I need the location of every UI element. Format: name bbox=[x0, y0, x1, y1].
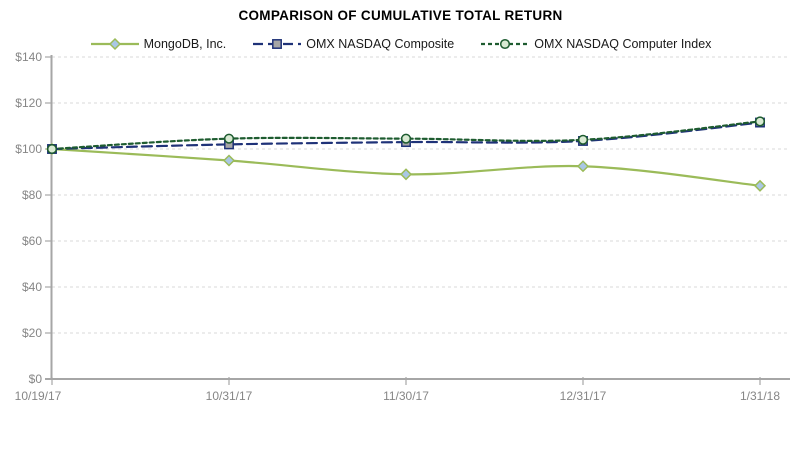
x-tick-label: 10/19/17 bbox=[15, 389, 62, 403]
data-point-marker-mongodb-inc bbox=[753, 179, 767, 192]
chart-title: COMPARISON OF CUMULATIVE TOTAL RETURN bbox=[238, 8, 563, 23]
x-tick-label: 11/30/17 bbox=[383, 389, 429, 403]
data-point-marker-mongodb-inc bbox=[576, 160, 590, 173]
y-tick-label: $100 bbox=[15, 142, 42, 156]
legend-line-sample-nasdaq-composite bbox=[253, 39, 302, 49]
y-tick-label: $40 bbox=[22, 280, 42, 294]
data-point-marker-omx-nasdaq-computer-index bbox=[577, 134, 589, 145]
data-point-marker-mongodb-inc bbox=[222, 154, 236, 167]
legend-item-mongodb: MongoDB, Inc. bbox=[90, 37, 227, 51]
x-tick-label: 10/31/17 bbox=[206, 389, 253, 403]
data-point-marker-omx-nasdaq-computer-index bbox=[46, 143, 58, 155]
y-tick-label: $0 bbox=[29, 372, 43, 386]
data-point-marker-omx-nasdaq-computer-index bbox=[754, 116, 766, 127]
y-tick-label: $140 bbox=[15, 50, 42, 64]
data-point-marker-omx-nasdaq-computer-index bbox=[223, 133, 235, 144]
data-point-marker-omx-nasdaq-composite bbox=[272, 39, 283, 49]
legend-line-sample-mongodb bbox=[90, 37, 139, 51]
data-point-marker-mongodb-inc bbox=[399, 168, 413, 181]
legend-item-nasdaq-computer-index: OMX NASDAQ Computer Index bbox=[480, 37, 711, 51]
chart-legend: MongoDB, Inc. OMX NASDAQ Composite OMX N… bbox=[0, 37, 801, 51]
y-tick-label: $80 bbox=[22, 188, 42, 202]
legend-item-nasdaq-composite: OMX NASDAQ Composite bbox=[252, 37, 454, 51]
data-point-marker-omx-nasdaq-computer-index bbox=[400, 133, 412, 144]
y-tick-label: $120 bbox=[15, 96, 42, 110]
x-tick-label: 12/31/17 bbox=[560, 389, 607, 403]
y-tick-label: $20 bbox=[22, 326, 42, 340]
data-point-marker-mongodb-inc bbox=[108, 37, 121, 51]
data-point-marker-omx-nasdaq-computer-index bbox=[500, 38, 511, 50]
legend-label-mongodb: MongoDB, Inc. bbox=[143, 37, 227, 51]
legend-line-sample-nasdaq-computer-index bbox=[481, 38, 530, 50]
y-tick-label: $60 bbox=[22, 234, 42, 248]
legend-label-nasdaq-computer-index: OMX NASDAQ Computer Index bbox=[534, 37, 712, 51]
x-tick-label: 1/31/18 bbox=[740, 389, 780, 403]
legend-label-nasdaq-composite: OMX NASDAQ Composite bbox=[306, 37, 455, 51]
